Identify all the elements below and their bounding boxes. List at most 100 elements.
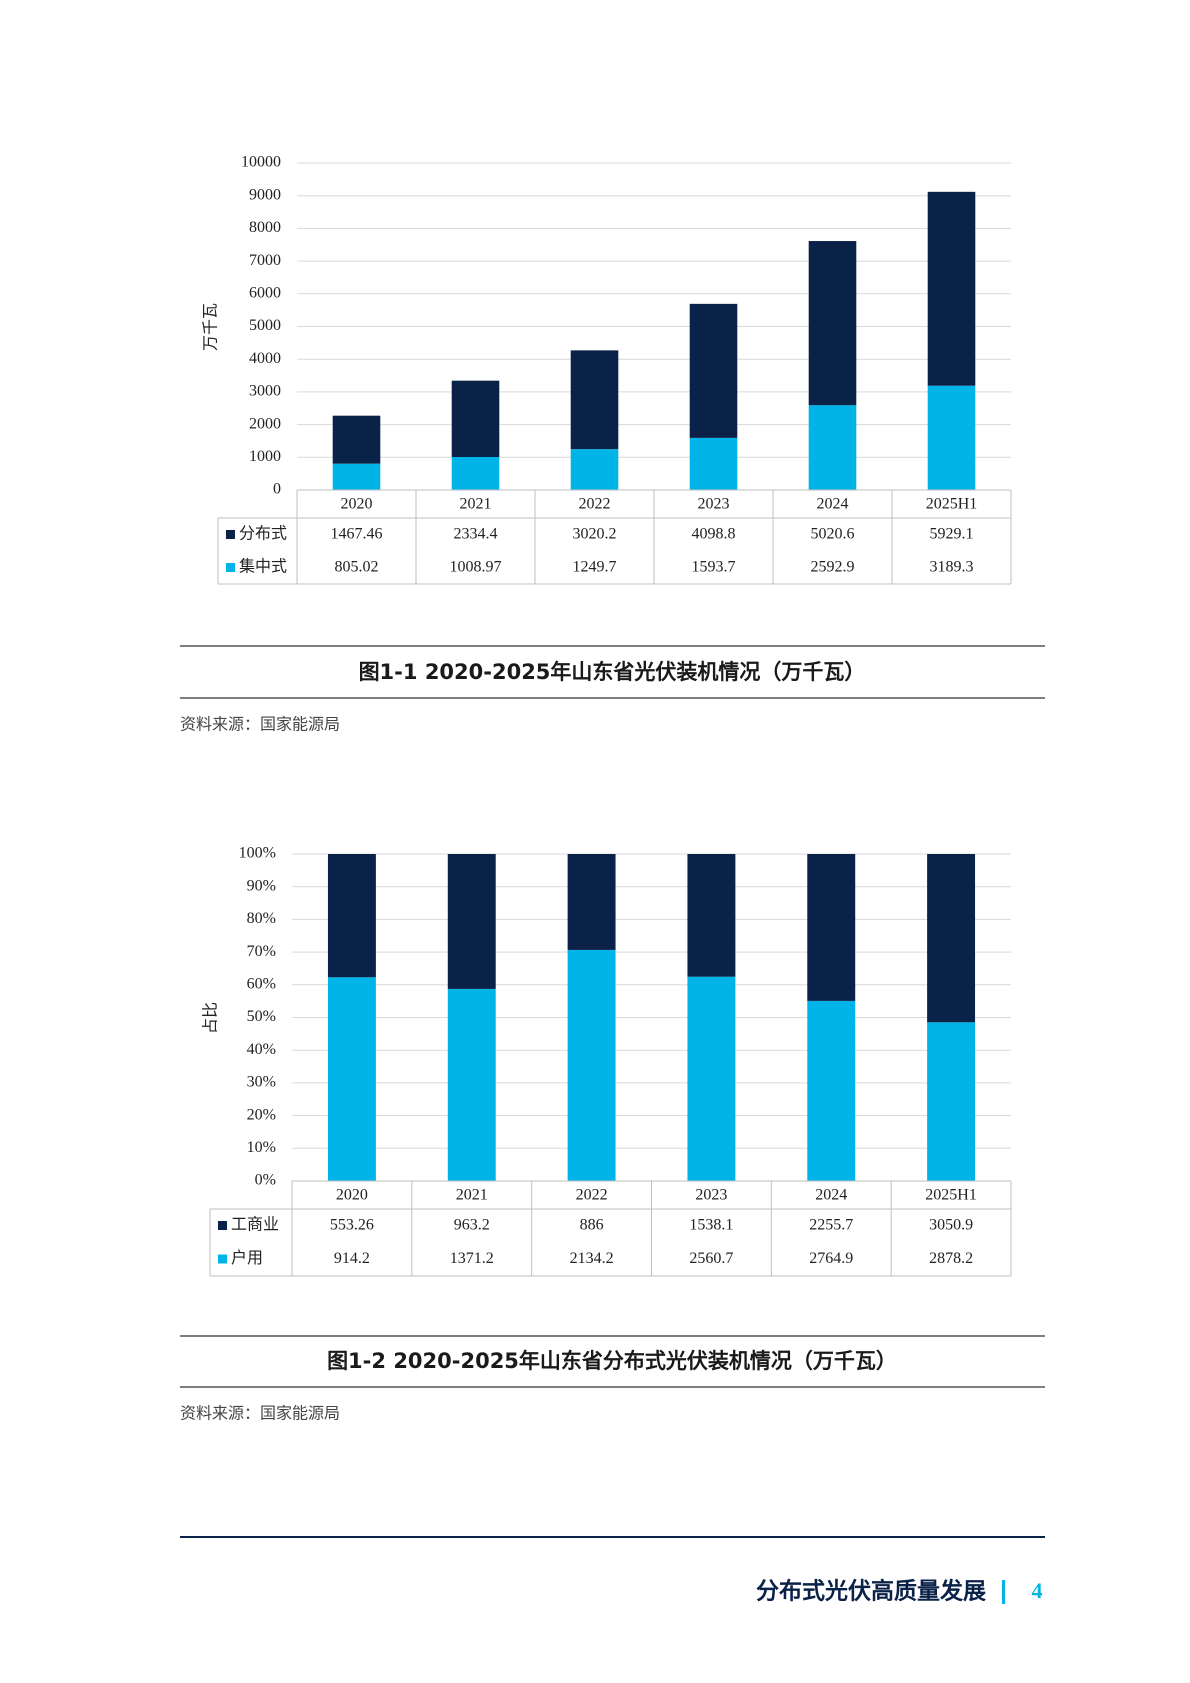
- table-value: 553.26: [330, 1217, 374, 1234]
- y-tick-label: 90%: [247, 877, 276, 894]
- y-tick-label: 50%: [247, 1008, 276, 1025]
- bar-segment: [447, 854, 496, 989]
- bar-segment: [327, 977, 376, 1181]
- table-value: 805.02: [335, 559, 379, 576]
- bar-segment: [327, 854, 376, 978]
- table-value: 2134.2: [570, 1250, 614, 1267]
- table-value: 3050.9: [929, 1217, 973, 1234]
- y-tick-label: 40%: [247, 1041, 276, 1058]
- table-value: 2764.9: [809, 1250, 853, 1267]
- page-number: 4: [1032, 1578, 1043, 1603]
- y-tick-label: 10000: [241, 154, 281, 171]
- bar-segment: [570, 449, 619, 490]
- table-value: 1249.7: [573, 559, 617, 576]
- bar-segment: [927, 385, 976, 490]
- y-tick-label: 70%: [247, 943, 276, 960]
- x-tick-label: 2022: [579, 496, 611, 513]
- bar-segment: [807, 854, 856, 1001]
- bar-segment: [687, 976, 736, 1181]
- table-value: 1538.1: [689, 1217, 733, 1234]
- table-value: 1371.2: [450, 1250, 494, 1267]
- bar-segment: [567, 949, 616, 1181]
- y-tick-label: 2000: [249, 415, 281, 432]
- source: 资料来源：国家能源局: [180, 1404, 340, 1423]
- y-tick-label: 5000: [249, 317, 281, 334]
- legend-swatch: [226, 530, 235, 539]
- bar-segment: [808, 405, 857, 490]
- y-tick-label: 3000: [249, 383, 281, 400]
- table-value: 1593.7: [692, 559, 736, 576]
- x-tick-label: 2022: [576, 1187, 608, 1204]
- bar-segment: [332, 415, 381, 464]
- table-value: 914.2: [334, 1250, 370, 1267]
- footer-title: 分布式光伏高质量发展: [756, 1578, 986, 1605]
- bar-segment: [447, 988, 496, 1181]
- x-tick-label: 2021: [460, 496, 492, 513]
- legend-label: 工商业: [231, 1215, 279, 1234]
- table-value: 2255.7: [809, 1217, 853, 1234]
- y-tick-label: 8000: [249, 219, 281, 236]
- table-value: 1467.46: [331, 526, 383, 543]
- y-tick-label: 20%: [247, 1106, 276, 1123]
- bar-segment: [927, 191, 976, 386]
- caption: 图1-2 2020-2025年山东省分布式光伏装机情况（万千瓦）: [327, 1349, 897, 1373]
- table-value: 1008.97: [450, 559, 502, 576]
- bar-segment: [451, 380, 500, 458]
- bar-segment: [332, 463, 381, 490]
- legend-label: 户用: [231, 1248, 263, 1267]
- table-value: 3189.3: [930, 559, 974, 576]
- y-axis-label: 万千瓦: [201, 303, 220, 351]
- bar-segment: [689, 437, 738, 490]
- table-value: 2334.4: [454, 526, 498, 543]
- bar-segment: [808, 241, 857, 406]
- x-tick-label: 2023: [698, 496, 730, 513]
- bar-segment: [927, 1022, 976, 1181]
- bar-segment: [570, 350, 619, 450]
- source: 资料来源：国家能源局: [180, 715, 340, 734]
- table-value: 5020.6: [811, 526, 855, 543]
- y-tick-label: 80%: [247, 910, 276, 927]
- table-value: 4098.8: [692, 526, 736, 543]
- table-value: 963.2: [454, 1217, 490, 1234]
- legend-label: 分布式: [239, 524, 287, 543]
- y-tick-label: 9000: [249, 186, 281, 203]
- x-tick-label: 2020: [336, 1187, 368, 1204]
- y-tick-label: 60%: [247, 975, 276, 992]
- legend-swatch: [218, 1221, 227, 1230]
- y-tick-label: 10%: [247, 1139, 276, 1156]
- bar-segment: [807, 1000, 856, 1181]
- x-tick-label: 2025H1: [925, 1187, 977, 1204]
- table-value: 5929.1: [930, 526, 974, 543]
- y-tick-label: 7000: [249, 252, 281, 269]
- y-tick-label: 6000: [249, 284, 281, 301]
- y-tick-label: 0: [273, 481, 281, 498]
- y-tick-label: 100%: [239, 845, 276, 862]
- table-value: 2560.7: [689, 1250, 733, 1267]
- x-tick-label: 2024: [815, 1187, 847, 1204]
- legend-swatch: [218, 1254, 227, 1264]
- bar-segment: [567, 854, 616, 950]
- table-value: 3020.2: [573, 526, 617, 543]
- x-tick-label: 2020: [341, 496, 373, 513]
- x-tick-label: 2021: [456, 1187, 488, 1204]
- bar-segment: [451, 457, 500, 490]
- legend-swatch: [226, 563, 235, 572]
- y-tick-label: 1000: [249, 448, 281, 465]
- x-tick-label: 2025H1: [926, 496, 978, 513]
- x-tick-label: 2023: [695, 1187, 727, 1204]
- bar-segment: [689, 303, 738, 438]
- table-value: 2592.9: [811, 559, 855, 576]
- y-tick-label: 30%: [247, 1074, 276, 1091]
- y-axis-label: 占比: [201, 1002, 220, 1034]
- y-tick-label: 0%: [255, 1172, 276, 1189]
- legend-label: 集中式: [239, 557, 287, 576]
- x-tick-label: 2024: [817, 496, 849, 513]
- footer-divider: [1002, 1580, 1005, 1604]
- caption: 图1-1 2020-2025年山东省光伏装机情况（万千瓦）: [359, 660, 866, 684]
- table-value: 886: [580, 1217, 604, 1234]
- y-tick-label: 4000: [249, 350, 281, 367]
- bar-segment: [687, 854, 736, 977]
- table-value: 2878.2: [929, 1250, 973, 1267]
- bar-segment: [927, 854, 976, 1023]
